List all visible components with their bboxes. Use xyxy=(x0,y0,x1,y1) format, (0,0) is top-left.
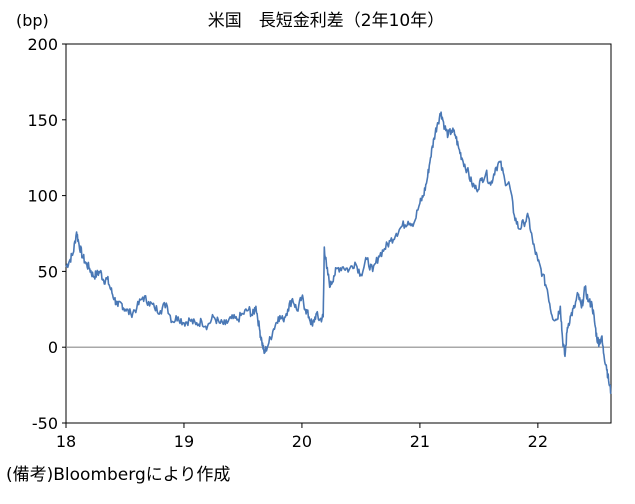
y-tick-label: 200 xyxy=(27,35,58,54)
y-tick-label: 150 xyxy=(27,111,58,130)
plot-area xyxy=(65,43,612,424)
x-axis-ticks: 18 19 20 21 22 xyxy=(56,423,548,451)
y-tick-label: 0 xyxy=(48,338,58,357)
y-tick-label: 100 xyxy=(27,187,58,206)
source-note: (備考)Bloombergにより作成 xyxy=(6,465,230,485)
y-tick-label: 50 xyxy=(38,262,58,281)
x-tick-label: 21 xyxy=(410,432,430,451)
unit-label: (bp) xyxy=(16,11,49,30)
x-tick-label: 22 xyxy=(528,432,548,451)
x-tick-label: 18 xyxy=(56,432,76,451)
series-line xyxy=(65,111,612,394)
x-tick-label: 19 xyxy=(174,432,194,451)
chart-title: 米国 長短金利差（2年10年） xyxy=(208,11,444,31)
y-axis-ticks: 200 150 100 50 0 -50 xyxy=(27,35,66,433)
x-tick-label: 20 xyxy=(292,432,312,451)
y-tick-label: -50 xyxy=(32,414,58,433)
